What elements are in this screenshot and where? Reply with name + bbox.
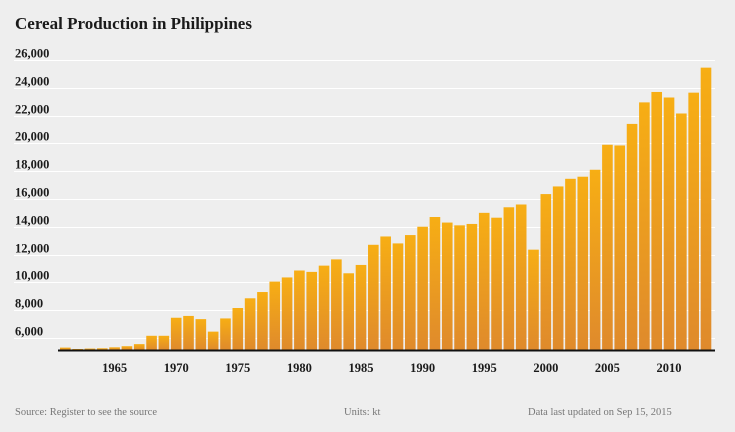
bar-2000: [540, 194, 552, 350]
x-axis-labels: 1965 1970 1975 1980 1985 1990 1995 2000 2005 2010: [102, 361, 681, 375]
bar-1986: [368, 244, 379, 350]
bar-1963: [84, 348, 96, 350]
bar-1982: [318, 265, 330, 350]
bar-1995: [478, 212, 490, 350]
bar-2004: [589, 169, 601, 350]
bar-1964: [96, 348, 108, 350]
bar-2010: [663, 97, 675, 350]
bar-2007: [626, 123, 638, 350]
x-tick-label: 1980: [287, 361, 312, 375]
bar-1968: [146, 335, 157, 350]
bar-1966: [121, 346, 133, 350]
bar-2005: [602, 144, 613, 350]
bars: [60, 67, 712, 351]
bar-2013: [700, 67, 712, 350]
x-tick-label: 1985: [349, 361, 374, 375]
bar-1980: [294, 270, 305, 350]
y-tick-label: 26,000: [15, 47, 49, 61]
bar-1989: [404, 235, 416, 350]
bar-1979: [281, 277, 293, 350]
bar-1970: [170, 317, 182, 350]
bar-1988: [392, 243, 404, 350]
bar-2008: [639, 102, 650, 350]
bar-1992: [441, 222, 453, 350]
y-tick-label: 14,000: [15, 214, 49, 228]
x-tick-label: 2000: [533, 361, 558, 375]
bar-1990: [417, 226, 428, 350]
bar-1997: [503, 207, 515, 350]
bar-1974: [220, 318, 231, 350]
bar-1999: [528, 249, 539, 350]
footer-updated: Data last updated on Sep 15, 2015: [528, 407, 672, 418]
bar-1985: [355, 264, 367, 350]
bar-2001: [552, 186, 564, 350]
bar-1965: [109, 347, 120, 350]
bar-1991: [429, 217, 441, 350]
x-tick-label: 1995: [472, 361, 497, 375]
chart-title: Cereal Production in Philippines: [15, 14, 252, 33]
bar-1969: [158, 335, 170, 350]
y-tick-label: 22,000: [15, 103, 49, 117]
x-tick-label: 2010: [657, 361, 682, 375]
y-tick-label: 18,000: [15, 158, 49, 172]
bar-1975: [232, 308, 244, 350]
y-tick-label: 20,000: [15, 130, 49, 144]
bar-1967: [133, 344, 145, 350]
bar-1983: [331, 259, 342, 350]
bar-2009: [651, 91, 663, 351]
x-tick-label: 1990: [410, 361, 435, 375]
footer-units: Units: kt: [344, 407, 381, 418]
y-tick-label: 12,000: [15, 242, 49, 256]
bar-2006: [614, 145, 626, 350]
bar-2011: [676, 113, 687, 351]
bar-1977: [257, 292, 268, 350]
x-tick-label: 2005: [595, 361, 620, 375]
bar-1994: [466, 223, 478, 350]
bar-1971: [183, 315, 194, 350]
bar-1961: [60, 347, 71, 350]
bar-1978: [269, 281, 281, 350]
bar-1998: [515, 204, 527, 350]
bar-1987: [380, 236, 391, 350]
bar-1984: [343, 273, 354, 350]
y-axis-labels: 6,000 8,000 10,000 12,000 14,000 16,000 18,000…: [15, 47, 49, 339]
bar-2012: [688, 92, 699, 351]
bar-1972: [195, 319, 207, 350]
bar-2003: [577, 176, 589, 350]
footer-source: Source: Register to see the source: [15, 407, 157, 418]
x-tick-label: 1975: [225, 361, 250, 375]
y-tick-label: 24,000: [15, 75, 49, 89]
bar-1993: [454, 225, 465, 350]
y-tick-label: 16,000: [15, 186, 49, 200]
bar-1976: [244, 298, 256, 350]
bar-1996: [491, 217, 502, 350]
x-tick-label: 1965: [102, 361, 127, 375]
x-tick-label: 1970: [164, 361, 189, 375]
bar-2002: [565, 178, 576, 350]
bar-1981: [306, 271, 318, 350]
y-tick-label: 6,000: [15, 325, 43, 339]
y-tick-label: 8,000: [15, 297, 43, 311]
y-tick-label: 10,000: [15, 269, 49, 283]
bar-1973: [207, 331, 219, 350]
